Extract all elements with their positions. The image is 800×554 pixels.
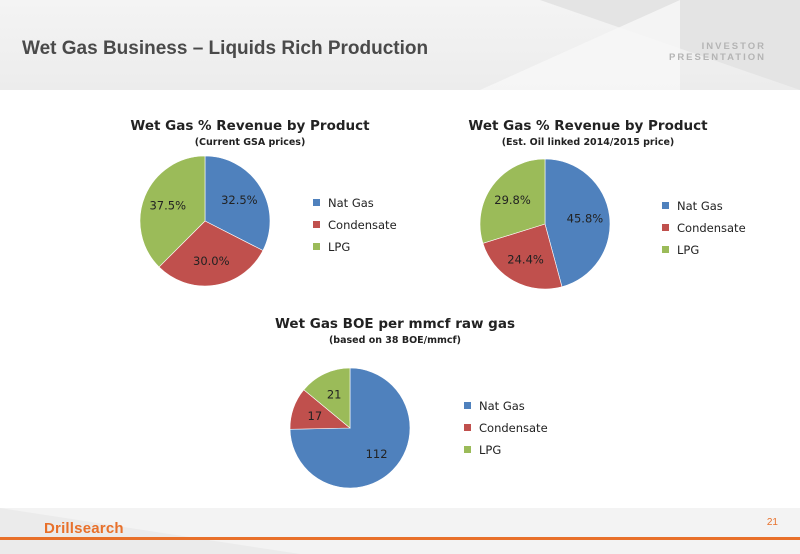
data-label: 21 <box>327 387 342 401</box>
legend-swatch <box>313 199 320 206</box>
pie-slice-lpg <box>303 367 351 429</box>
header-decoration <box>480 0 680 90</box>
legend-swatch <box>464 424 471 431</box>
page-number: 21 <box>766 517 778 528</box>
data-label: 29.8% <box>494 193 531 207</box>
legend-label: LPG <box>677 243 700 257</box>
chart-title: Wet Gas % Revenue by Product <box>130 118 370 134</box>
legend-label: Nat Gas <box>328 196 374 210</box>
legend-item: Condensate <box>313 218 397 232</box>
legend-swatch <box>464 402 471 409</box>
legend-swatch <box>313 221 320 228</box>
pie-slice-lpg <box>479 158 546 244</box>
pie-slice-nat-gas <box>289 367 411 489</box>
legend-swatch <box>464 446 471 453</box>
legend-swatch <box>313 243 320 250</box>
legend-item: LPG <box>313 240 350 254</box>
legend-swatch <box>662 224 669 231</box>
legend-item: LPG <box>464 443 501 457</box>
pie-slice-nat-gas <box>544 158 611 288</box>
legend-item: Nat Gas <box>464 399 525 413</box>
legend-label: Condensate <box>479 421 548 435</box>
legend-item: Condensate <box>464 421 548 435</box>
footer-decoration <box>0 508 300 554</box>
legend-label: Nat Gas <box>677 199 723 213</box>
tag-line: PRESENTATION <box>668 52 766 63</box>
data-label: 45.8% <box>567 212 604 226</box>
legend-label: Nat Gas <box>479 399 525 413</box>
pie-slice-condensate <box>158 220 264 287</box>
legend-item: LPG <box>662 243 699 257</box>
data-label: 30.0% <box>193 254 230 268</box>
legend-item: Condensate <box>662 221 746 235</box>
legend-label: LPG <box>479 443 502 457</box>
page-title: Wet Gas Business – Liquids Rich Producti… <box>22 38 429 59</box>
chart-subtitle: (Est. Oil linked 2014/2015 price) <box>501 137 675 148</box>
pie-slice-condensate <box>482 223 563 290</box>
pie-slice-lpg <box>139 155 206 268</box>
chart-title: Wet Gas % Revenue by Product <box>468 118 708 134</box>
data-label: 32.5% <box>221 193 258 207</box>
data-label: 37.5% <box>149 199 186 213</box>
footer-band <box>0 508 800 554</box>
legend-swatch <box>662 202 669 209</box>
footer-accent-line <box>0 537 800 540</box>
presentation-tag: INVESTOR PRESENTATION <box>656 41 766 63</box>
pie-slice-nat-gas <box>204 155 271 251</box>
legend-label: LPG <box>328 240 351 254</box>
legend-label: Condensate <box>677 221 746 235</box>
header-band <box>0 0 800 90</box>
legend-item: Nat Gas <box>662 199 723 213</box>
data-label: 112 <box>366 447 388 461</box>
chart-title: Wet Gas BOE per mmcf raw gas <box>275 316 515 332</box>
legend-item: Nat Gas <box>313 196 374 210</box>
chart-subtitle: (based on 38 BOE/mmcf) <box>328 335 462 346</box>
legend-label: Condensate <box>328 218 397 232</box>
data-label: 17 <box>308 409 323 423</box>
data-label: 24.4% <box>507 252 544 266</box>
tag-line: INVESTOR <box>701 41 766 52</box>
legend-swatch <box>662 246 669 253</box>
company-logo: Drillsearch <box>44 520 124 537</box>
chart-subtitle: (Current GSA prices) <box>194 137 306 148</box>
